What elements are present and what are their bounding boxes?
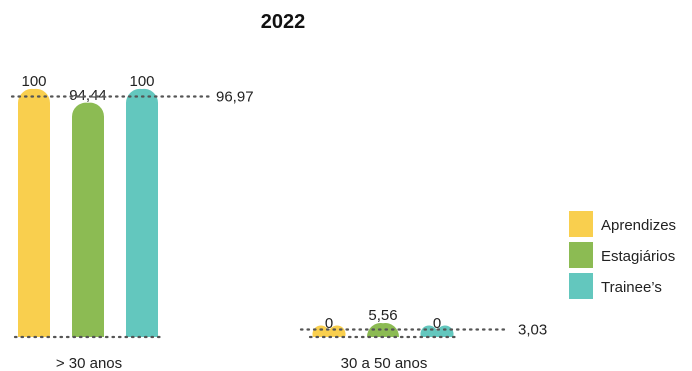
- bar: [71, 102, 105, 337]
- legend: Aprendizes Estagiários Trainee’s: [569, 211, 676, 299]
- legend-entry: Trainee’s: [601, 279, 662, 296]
- bar-value-label: 5,56: [368, 307, 397, 324]
- bar: [420, 325, 454, 337]
- legend-swatch: [569, 242, 593, 268]
- average-label: 96,97: [216, 89, 254, 106]
- bar-value-label: 0: [325, 315, 333, 332]
- bar-value-label: 94,44: [69, 87, 107, 104]
- legend-swatch: [569, 273, 593, 299]
- average-label: 3,03: [518, 321, 547, 338]
- bar: [366, 323, 400, 337]
- bar: [125, 88, 159, 338]
- bar-value-label: 100: [21, 73, 46, 90]
- chart-title: 2022: [261, 11, 306, 33]
- bar: [312, 325, 346, 337]
- category-label: > 30 anos: [56, 355, 122, 371]
- bar-groups: 100 94,44 100 96,97 > 30 anos 0 5,56 0 3,03 30 a …: [10, 73, 547, 371]
- bar-value-label: 0: [433, 315, 441, 332]
- bar-value-label: 100: [129, 73, 154, 90]
- legend-entry: Estagiários: [601, 248, 675, 265]
- bar: [17, 88, 51, 338]
- bar-group: 100 94,44 100 96,97 > 30 anos: [10, 73, 254, 371]
- bar-group: 0 5,56 0 3,03 30 a 50 anos: [299, 307, 547, 371]
- legend-entry: Aprendizes: [601, 217, 676, 234]
- legend-swatch: [569, 211, 593, 237]
- category-label: 30 a 50 anos: [341, 355, 428, 371]
